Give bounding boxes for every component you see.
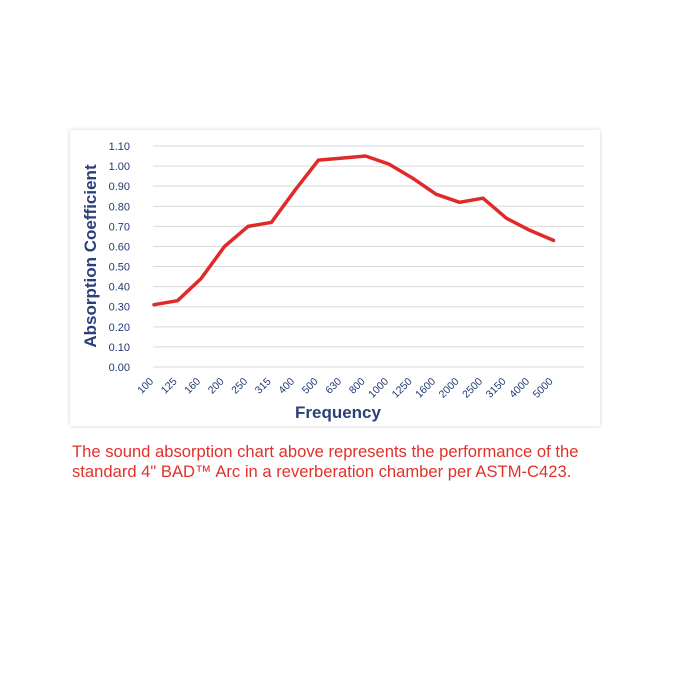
y-tick-label: 0.80 [109,201,130,213]
x-tick-label: 125 [159,376,180,397]
x-tick-label: 160 [182,376,203,397]
x-tick-label: 500 [300,376,321,397]
y-tick-label: 0.00 [109,362,130,374]
x-tick-label: 4000 [507,376,532,401]
x-tick-label: 100 [135,376,156,397]
series-line-0 [152,154,556,307]
x-tick-label: 5000 [531,376,556,401]
x-tick-label: 1250 [390,376,415,401]
y-axis-label: Absorption Coefficient [81,164,100,348]
x-tick-label: 2000 [437,376,462,401]
x-tick-label: 800 [347,376,368,397]
x-tick-label: 250 [229,376,250,397]
chart-card: 0.00 0.10 0.20 0.30 0.40 0.50 0.60 0.70 0.80 0.90… [70,130,600,426]
y-tick-label: 0.10 [109,342,130,354]
x-tick-label: 315 [253,376,274,397]
x-tick-labels: 100 125 160 200 250 315 400 500 630 8001000125016… [135,376,555,401]
y-tick-label: 0.50 [109,262,130,274]
grid-lines [153,145,584,368]
y-tick-label: 0.40 [109,282,130,294]
y-tick-labels: 0.00 0.10 0.20 0.30 0.40 0.50 0.60 0.70 0.80 0.90… [109,141,130,374]
y-tick-label: 0.30 [109,302,130,314]
y-tick-label: 0.20 [109,322,130,334]
x-tick-label: 3150 [484,376,509,401]
y-tick-label: 1.00 [109,161,130,173]
x-tick-label: 200 [206,376,227,397]
series-line [152,154,556,307]
absorption-chart: 0.00 0.10 0.20 0.30 0.40 0.50 0.60 0.70 0.80 0.90… [81,141,584,422]
x-tick-label: 1600 [413,376,438,401]
x-tick-label: 400 [276,376,297,397]
y-tick-label: 0.60 [109,241,130,253]
x-tick-label: 630 [323,376,344,397]
chart-caption: The sound absorption chart above represe… [72,442,579,481]
y-tick-label: 1.10 [109,141,130,153]
y-tick-label: 0.70 [109,221,130,233]
x-tick-label: 1000 [366,376,391,401]
x-tick-label: 2500 [460,376,485,401]
x-axis-label: Frequency [295,403,382,422]
y-tick-label: 0.90 [109,181,130,193]
